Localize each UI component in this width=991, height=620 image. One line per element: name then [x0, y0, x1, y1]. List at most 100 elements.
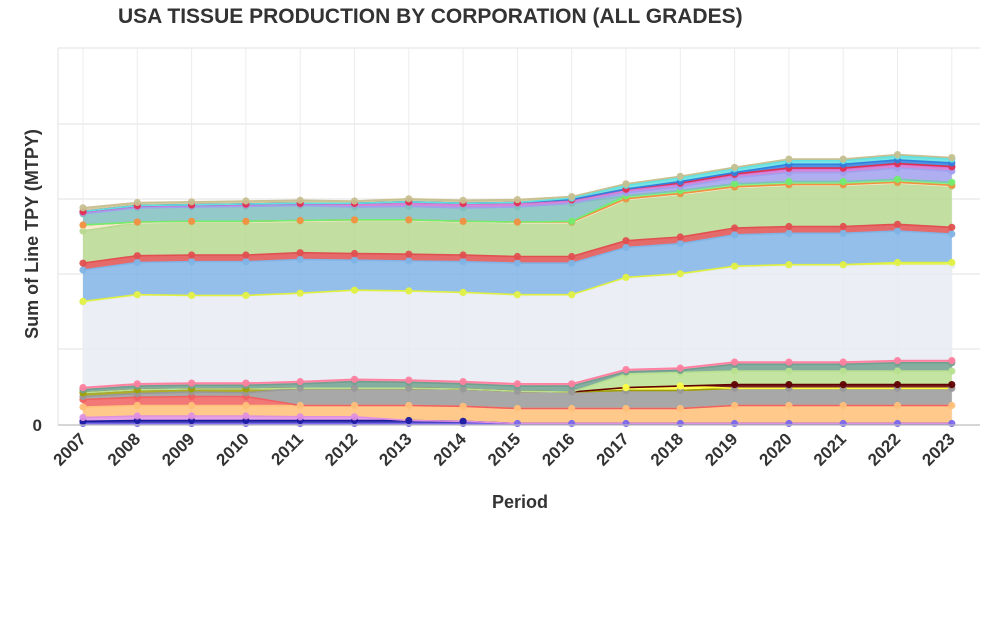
data-point-26-8 — [513, 196, 522, 204]
data-point-11-10 — [622, 366, 630, 374]
data-point-3-6 — [405, 401, 413, 410]
data-point-13-7 — [459, 288, 467, 296]
data-point-11-6 — [405, 376, 413, 384]
data-point-26-5 — [350, 197, 359, 205]
data-point-3-14 — [839, 401, 847, 410]
data-point-15-6 — [405, 250, 413, 258]
data-point-0-9 — [568, 419, 576, 428]
data-point-2-4 — [296, 413, 304, 421]
data-point-14-1 — [133, 258, 141, 267]
data-point-26-4 — [296, 196, 304, 204]
data-point-13-12 — [731, 262, 739, 270]
data-point-14-9 — [568, 259, 576, 267]
data-point-14-10 — [622, 243, 630, 252]
data-point-13-11 — [676, 270, 684, 278]
data-point-19-14 — [839, 178, 847, 186]
data-point-14-15 — [893, 227, 902, 235]
data-point-11-9 — [568, 380, 576, 388]
data-point-26-1 — [133, 198, 141, 207]
data-point-14-12 — [731, 231, 739, 239]
data-point-0-16 — [948, 419, 956, 428]
data-point-26-16 — [948, 154, 956, 162]
data-point-3-12 — [731, 401, 739, 410]
data-point-5-8 — [513, 387, 522, 395]
x-tick-label: 2013 — [375, 429, 415, 469]
data-point-26-0 — [79, 204, 87, 212]
data-point-9-12 — [731, 367, 739, 375]
data-point-5-6 — [405, 384, 413, 392]
data-point-15-9 — [568, 252, 576, 261]
data-point-9-13 — [785, 367, 793, 375]
data-point-26-2 — [188, 198, 196, 206]
data-point-13-13 — [785, 261, 793, 269]
data-point-18-0 — [79, 221, 87, 229]
data-point-26-6 — [405, 195, 413, 203]
data-point-0-10 — [622, 419, 630, 428]
data-point-2-1 — [133, 412, 141, 420]
x-tick-label: 2022 — [864, 429, 904, 469]
data-point-26-10 — [622, 180, 630, 188]
data-point-15-3 — [242, 251, 250, 259]
data-point-11-5 — [350, 375, 359, 383]
data-point-11-2 — [188, 379, 196, 387]
data-point-13-8 — [513, 291, 522, 299]
data-point-11-4 — [296, 378, 304, 386]
data-point-3-5 — [350, 401, 359, 410]
data-point-14-13 — [785, 229, 793, 237]
data-point-13-10 — [622, 273, 630, 281]
data-point-18-7 — [459, 217, 467, 225]
data-point-16-0 — [79, 227, 87, 235]
x-tick-label: 2014 — [430, 429, 471, 470]
data-point-14-11 — [676, 240, 684, 248]
data-point-0-13 — [785, 419, 793, 428]
data-point-3-3 — [242, 401, 250, 410]
data-point-8-14 — [839, 381, 847, 389]
data-point-3-9 — [568, 404, 576, 413]
data-point-14-6 — [405, 257, 413, 265]
data-point-18-6 — [405, 216, 413, 224]
x-tick-label: 2012 — [321, 429, 361, 469]
data-point-9-16 — [948, 367, 956, 375]
data-point-14-5 — [350, 256, 359, 264]
data-point-19-9 — [568, 217, 576, 225]
data-point-8-12 — [731, 381, 739, 389]
data-point-18-2 — [188, 217, 196, 225]
data-point-9-14 — [839, 367, 847, 375]
data-point-18-5 — [350, 216, 359, 224]
data-point-15-15 — [893, 220, 902, 228]
data-point-5-5 — [350, 384, 359, 392]
data-point-3-13 — [785, 401, 793, 410]
data-point-2-0 — [79, 413, 87, 422]
x-tick-label: 2023 — [918, 429, 958, 469]
data-point-11-12 — [731, 358, 739, 366]
chart-title: USA TISSUE PRODUCTION BY CORPORATION (AL… — [118, 5, 743, 28]
data-point-15-4 — [296, 249, 304, 257]
data-point-7-11 — [676, 382, 684, 390]
data-point-0-11 — [676, 419, 684, 428]
data-point-15-5 — [350, 249, 359, 258]
data-point-11-11 — [676, 364, 684, 372]
data-point-14-8 — [513, 259, 522, 267]
data-point-13-3 — [242, 291, 250, 299]
data-point-18-3 — [242, 217, 250, 225]
data-point-0-12 — [731, 419, 739, 428]
data-point-19-12 — [731, 180, 739, 188]
data-point-1-7 — [459, 417, 467, 425]
data-point-13-2 — [188, 291, 196, 299]
data-point-26-13 — [785, 155, 793, 163]
x-tick-label: 2021 — [810, 429, 850, 469]
x-tick-label: 2007 — [50, 429, 90, 469]
data-point-26-14 — [839, 155, 847, 163]
x-tick-label: 2018 — [647, 429, 687, 469]
x-tick-label: 2016 — [538, 429, 578, 469]
data-point-15-12 — [731, 224, 739, 232]
data-point-26-9 — [568, 193, 576, 201]
x-tick-label: 2019 — [701, 429, 741, 469]
data-point-11-1 — [133, 380, 141, 388]
data-point-13-15 — [893, 258, 902, 267]
data-point-14-0 — [79, 266, 87, 274]
data-point-13-4 — [296, 289, 304, 297]
x-tick-label: 2015 — [484, 429, 524, 469]
data-point-8-15 — [893, 381, 902, 389]
data-point-18-1 — [133, 218, 141, 226]
